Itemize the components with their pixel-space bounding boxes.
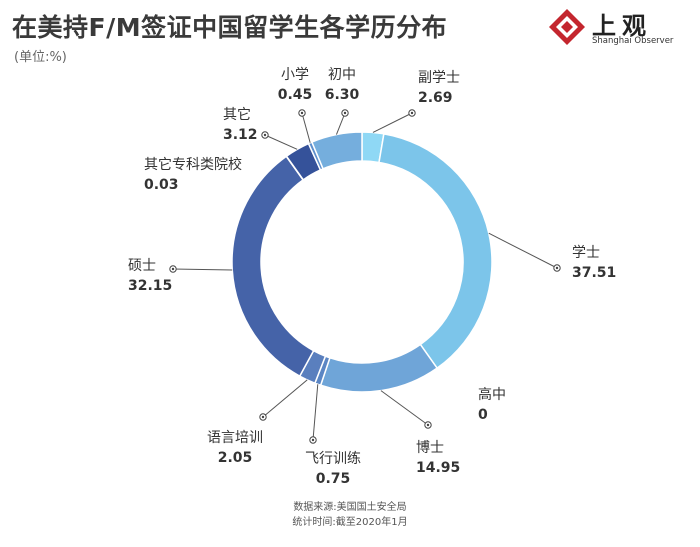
logo-mark-icon xyxy=(549,9,585,45)
donut-slice-11 xyxy=(310,131,363,170)
stat-date: 统计时间:截至2020年1月 xyxy=(292,517,408,528)
slice-label-name-1: 副学士 xyxy=(418,70,460,86)
donut-slice-7 xyxy=(231,155,315,378)
leader-line-2 xyxy=(488,232,558,269)
leader-line-7 xyxy=(172,268,233,271)
slice-label-value-2: 37.51 xyxy=(572,265,616,281)
slice-label-name-6: 语言培训 xyxy=(207,430,263,446)
slices xyxy=(231,131,493,393)
leader-line-9 xyxy=(264,134,298,150)
leader-dot-center-10 xyxy=(300,111,304,115)
leader-dot-center-6 xyxy=(261,415,265,419)
leader-line-10 xyxy=(301,112,311,143)
slice-label-name-8: 其它专科类院校 xyxy=(144,156,242,173)
slice-label-value-11: 6.30 xyxy=(325,87,360,103)
leader-dot-center-5 xyxy=(311,438,315,442)
slice-label-name-3: 高中 xyxy=(478,386,506,403)
slice-label-value-10: 0.45 xyxy=(278,87,313,103)
leader-line-1 xyxy=(372,112,413,133)
slice-label-name-7: 硕士 xyxy=(128,258,156,274)
unit-label: (单位:%) xyxy=(14,50,67,65)
donut-slice-2 xyxy=(378,132,493,370)
logo-subtitle: Shanghai Observer xyxy=(592,36,674,46)
leader-dot-center-7 xyxy=(171,267,175,271)
slice-label-value-9: 3.12 xyxy=(223,127,258,143)
slice-label-value-8: 0.03 xyxy=(144,177,179,193)
donut-slice-4 xyxy=(319,343,439,393)
slice-label-value-6: 2.05 xyxy=(218,450,253,466)
slice-label-name-4: 博士 xyxy=(416,439,444,456)
leader-line-11 xyxy=(335,112,346,135)
leader-line-6 xyxy=(262,379,308,418)
slice-label-value-7: 32.15 xyxy=(128,278,172,294)
slice-label-value-1: 2.69 xyxy=(418,90,453,106)
slice-label-name-11: 初中 xyxy=(328,66,356,83)
leader-dot-center-9 xyxy=(263,133,267,137)
slice-label-name-2: 学士 xyxy=(572,245,600,261)
leader-dot-center-2 xyxy=(555,266,559,270)
labels: 副学士 2.69 学士 37.51 高中 0 博士 14.95 飞行训练 0.75 语言培训 2.05… xyxy=(128,66,616,487)
slice-label-value-5: 0.75 xyxy=(316,471,351,487)
leader-line-5 xyxy=(312,384,319,441)
leader-dot-center-1 xyxy=(410,111,414,115)
slice-label-value-4: 14.95 xyxy=(416,460,460,476)
data-source: 数据来源:美国国土安全局 xyxy=(293,502,407,513)
leader-dot-center-11 xyxy=(343,111,347,115)
logo: 上观 Shanghai Observer xyxy=(548,8,696,50)
slice-label-name-10: 小学 xyxy=(281,67,309,83)
leader-dot-center-4 xyxy=(426,423,430,427)
footer: 数据来源:美国国土安全局 统计时间:截至2020年1月 xyxy=(0,500,700,530)
chart-title: 在美持F/M签证中国留学生各学历分布 xyxy=(12,13,448,42)
slice-label-name-5: 飞行训练 xyxy=(305,451,361,467)
logo-name: 上观 xyxy=(592,12,652,40)
slice-label-value-3: 0 xyxy=(478,407,488,423)
slice-label-name-9: 其它 xyxy=(223,106,251,123)
leader-line-4 xyxy=(380,390,429,426)
